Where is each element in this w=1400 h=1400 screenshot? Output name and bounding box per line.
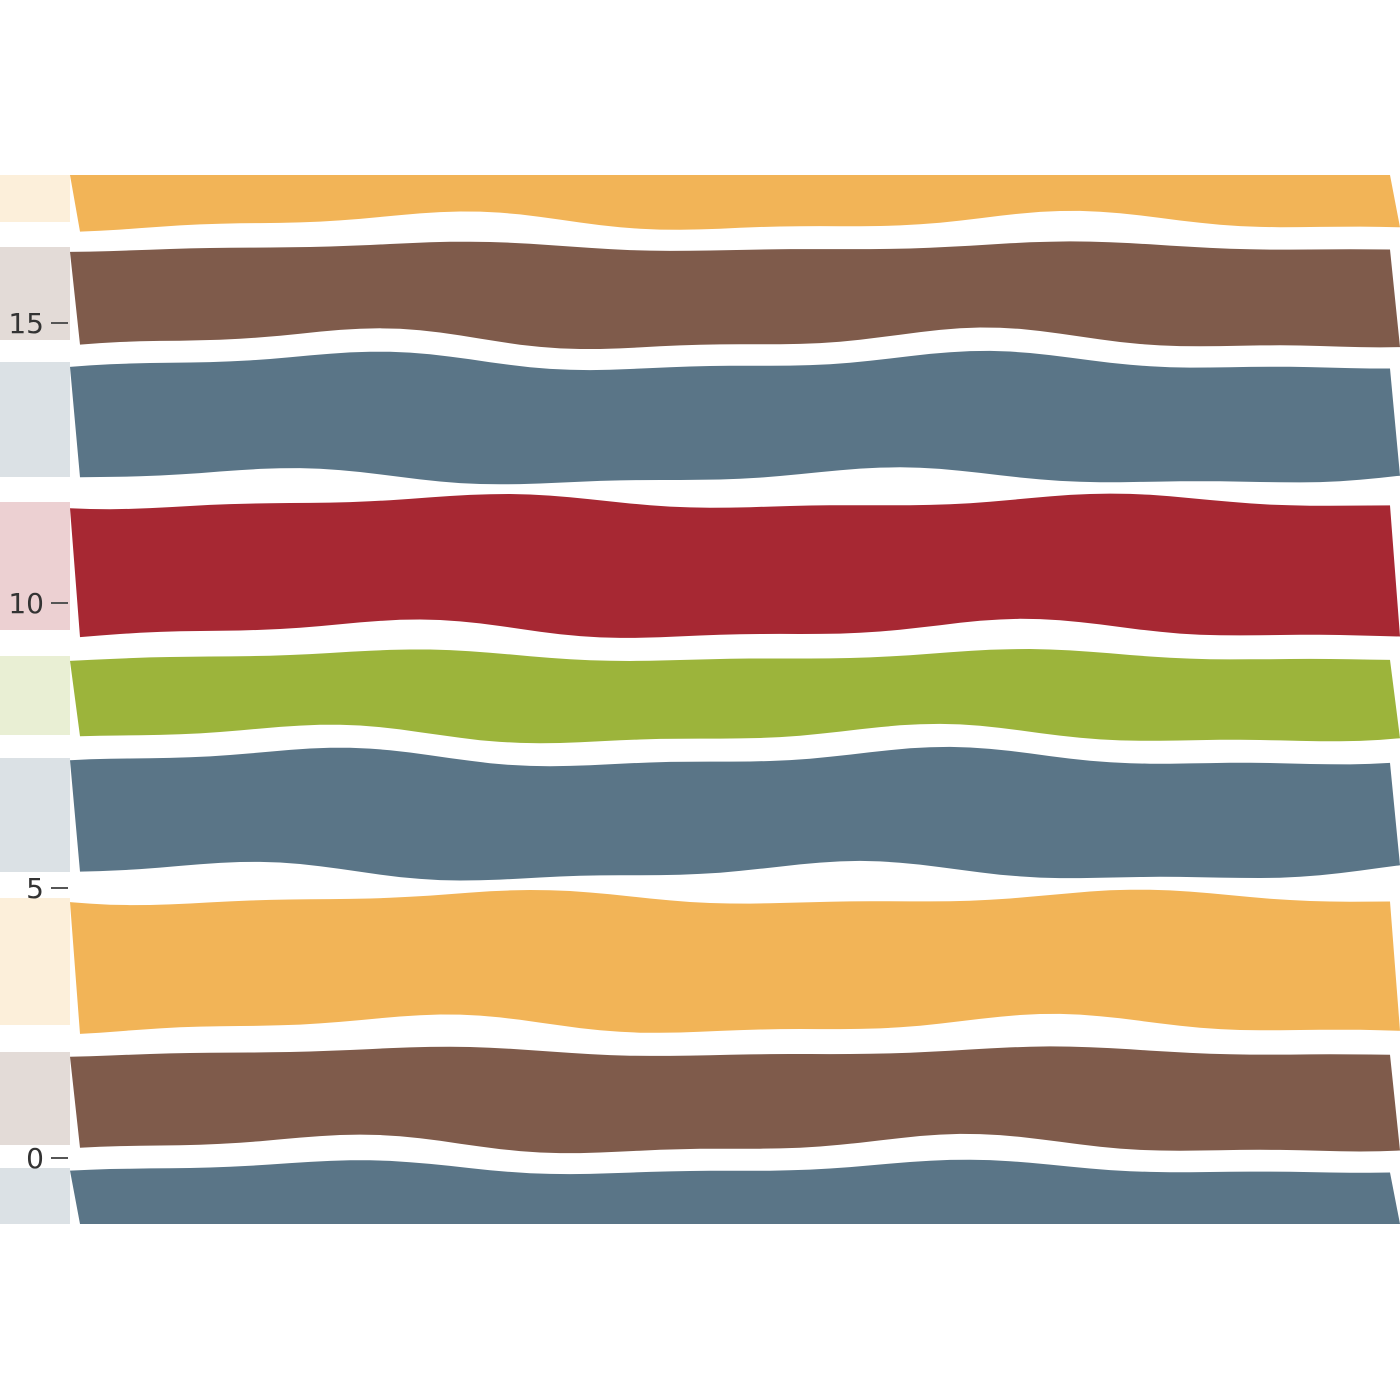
stripe-orange-top bbox=[70, 175, 1400, 232]
stripe-red bbox=[70, 493, 1400, 638]
stripe-slate-upper-ruler-band bbox=[0, 362, 70, 477]
stripe-orange-top-ruler-band bbox=[0, 175, 70, 222]
stripe-orange-lower-ruler-band bbox=[0, 898, 70, 1025]
stripe-brown-lower bbox=[70, 1046, 1400, 1154]
stripe-red-ruler-band bbox=[0, 502, 70, 630]
stripe-brown-lower-ruler-band bbox=[0, 1052, 70, 1145]
stripe-green bbox=[70, 649, 1400, 744]
ruler-label-15: 15 bbox=[8, 307, 44, 340]
stripe-slate-middle-ruler-band bbox=[0, 758, 70, 872]
stripe-green-ruler-band bbox=[0, 656, 70, 735]
stripe-layer bbox=[0, 175, 1400, 1224]
ruler-label-5: 5 bbox=[26, 872, 44, 905]
ruler-label-10: 10 bbox=[8, 587, 44, 620]
stripe-brown-upper-ruler-band bbox=[0, 247, 70, 340]
stripe-orange-lower bbox=[70, 889, 1400, 1034]
stripe-slate-middle bbox=[70, 746, 1400, 881]
ruler-label-0: 0 bbox=[26, 1142, 44, 1175]
stripe-slate-bottom-ruler-band bbox=[0, 1168, 70, 1224]
stripe-slate-bottom bbox=[70, 1159, 1400, 1224]
vertical-ruler: 15 10 5 0 bbox=[8, 307, 68, 1175]
stripe-brown-upper bbox=[70, 241, 1400, 349]
stripe-slate-upper bbox=[70, 350, 1400, 485]
